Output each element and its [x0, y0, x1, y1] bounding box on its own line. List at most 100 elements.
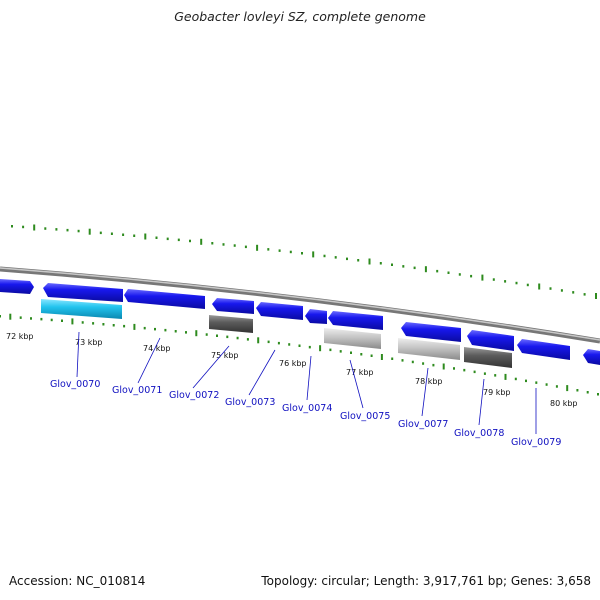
minor-tick	[391, 357, 394, 360]
minor-tick	[289, 250, 292, 254]
gene-arrow	[256, 302, 303, 320]
minor-tick	[123, 324, 126, 328]
gene-label[interactable]: Glov_0074	[282, 403, 332, 414]
major-tick	[200, 238, 203, 245]
minor-tick	[244, 245, 247, 249]
genome-title: Geobacter lovleyi SZ, complete genome	[174, 9, 426, 24]
major-tick	[256, 244, 259, 251]
gene-arrow	[583, 349, 600, 365]
reverse-features	[41, 299, 512, 368]
leader-line	[76, 331, 80, 378]
minor-tick	[370, 354, 373, 357]
minor-tick	[560, 289, 563, 292]
minor-tick	[357, 259, 360, 262]
scale-label: 80 kbp	[550, 399, 578, 408]
gene-arrow	[0, 279, 34, 294]
feature-block	[398, 338, 460, 360]
minor-tick	[323, 254, 326, 258]
major-tick	[380, 354, 383, 360]
minor-tick	[402, 265, 405, 268]
minor-tick	[360, 353, 363, 356]
leader-line	[349, 359, 364, 409]
gene-label[interactable]: Glov_0079	[511, 437, 561, 448]
gene-arrow	[517, 339, 570, 360]
minor-tick	[133, 234, 136, 237]
gene-arrow	[43, 283, 123, 302]
minor-tick	[211, 242, 214, 245]
minor-tick	[549, 287, 552, 290]
minor-tick	[555, 385, 558, 388]
minor-tick	[155, 236, 158, 239]
minor-tick	[535, 381, 538, 384]
genome-backbone	[0, 266, 600, 344]
scale-label: 74 kbp	[143, 344, 171, 353]
minor-tick	[166, 237, 169, 241]
minor-tick	[216, 334, 218, 337]
minor-tick	[339, 350, 342, 353]
minor-tick	[66, 228, 69, 232]
minor-tick	[329, 348, 332, 352]
major-tick	[312, 251, 315, 258]
genome-stats: Topology: circular; Length: 3,917,761 bp…	[261, 574, 591, 588]
gene-label[interactable]: Glov_0073	[225, 397, 275, 408]
leader-line	[248, 349, 276, 396]
gene-label[interactable]: Glov_0075	[340, 411, 390, 422]
minor-tick	[233, 244, 236, 247]
major-tick	[538, 283, 541, 290]
minor-tick	[514, 377, 517, 381]
minor-tick	[267, 248, 270, 251]
minor-tick	[110, 232, 113, 235]
minor-tick	[458, 273, 461, 276]
minor-tick	[436, 269, 439, 273]
minor-tick	[483, 372, 486, 375]
minor-tick	[189, 239, 191, 243]
minor-tick	[236, 336, 239, 340]
major-tick	[595, 293, 597, 299]
minor-tick	[504, 280, 507, 283]
feature-block	[41, 299, 122, 319]
leader-lines	[76, 331, 537, 434]
minor-tick	[11, 225, 13, 228]
major-tick	[368, 258, 371, 265]
gene-labels: Glov_0070 Glov_0071 Glov_0072 Glov_0073 …	[50, 379, 561, 448]
minor-tick	[112, 324, 115, 327]
minor-tick	[492, 278, 495, 281]
major-tick	[195, 330, 198, 337]
minor-tick	[413, 266, 416, 270]
minor-tick	[572, 291, 575, 294]
minor-tick	[143, 326, 146, 330]
minor-tick	[164, 328, 167, 332]
leader-line	[478, 378, 485, 426]
scale-label: 73 kbp	[75, 338, 103, 347]
scale-label: 77 kbp	[346, 368, 374, 377]
gene-arrow	[212, 298, 254, 314]
gene-arrow	[467, 330, 514, 351]
leader-line	[137, 337, 161, 384]
genome-backbone-highlight	[0, 267, 600, 341]
gene-label[interactable]: Glov_0070	[50, 379, 100, 390]
major-tick	[257, 337, 260, 344]
minor-tick	[267, 340, 270, 344]
feature-block	[209, 315, 253, 333]
minor-tick	[77, 229, 80, 233]
minor-tick	[576, 389, 579, 392]
minor-tick	[597, 393, 599, 396]
minor-tick	[586, 391, 589, 394]
minor-tick	[177, 238, 180, 242]
gene-label[interactable]: Glov_0077	[398, 419, 448, 430]
minor-tick	[470, 274, 473, 278]
scale-label: 75 kbp	[211, 351, 239, 360]
gene-arrow	[124, 289, 205, 309]
minor-tick	[102, 323, 105, 326]
minor-tick	[30, 317, 32, 320]
scale-label: 72 kbp	[6, 332, 34, 341]
minor-tick	[379, 262, 382, 265]
gene-label[interactable]: Glov_0078	[454, 428, 504, 439]
gene-label[interactable]: Glov_0071	[112, 385, 162, 396]
minor-tick	[226, 335, 229, 339]
gene-arrow	[401, 322, 461, 342]
minor-tick	[19, 316, 22, 319]
minor-tick	[463, 368, 466, 372]
gene-label[interactable]: Glov_0072	[169, 390, 219, 401]
minor-tick	[61, 319, 63, 322]
